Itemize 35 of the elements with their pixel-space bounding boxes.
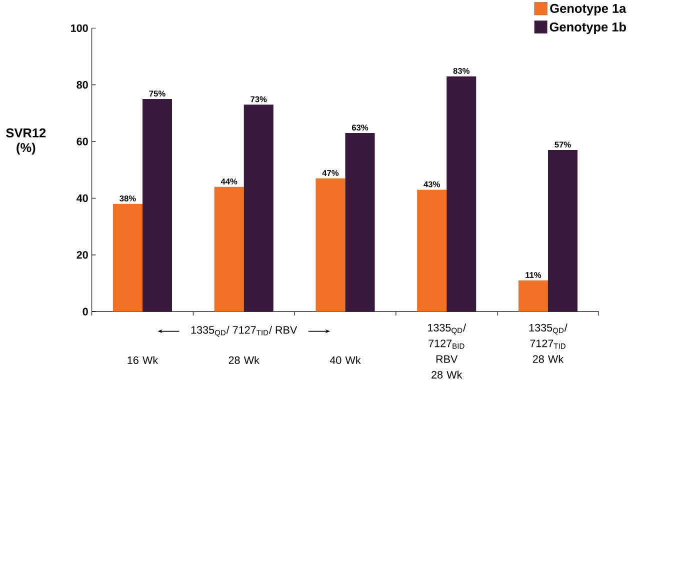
bar <box>345 133 375 312</box>
y-tick-label: 20 <box>76 251 88 259</box>
y-tick-label: 0 <box>82 308 88 316</box>
x-tick-label: 40 Wk <box>330 356 361 364</box>
text: 1335$_{QD}$/ 7127$_{TID}$/ RBV <box>191 326 298 337</box>
bar <box>417 190 447 312</box>
data-label: 38% <box>120 196 136 202</box>
bar <box>446 76 476 312</box>
data-label: 44% <box>220 178 238 185</box>
x-tick-label: 16 Wk <box>128 356 158 364</box>
x-tick-label: 28 Wk <box>228 356 260 364</box>
bar <box>244 104 274 312</box>
data-label: 73% <box>250 96 267 102</box>
data-label: 43% <box>424 181 440 188</box>
bar <box>518 280 548 312</box>
data-label: 75% <box>149 90 166 97</box>
bar <box>142 99 172 312</box>
data-label: 83% <box>453 68 470 74</box>
y-tick-label: 100 <box>71 24 88 32</box>
y-tick-label: 60 <box>76 138 88 146</box>
category-label: 1335$_{QD}$/ 7127$_{BID}$ RBV 28 Wk <box>428 324 466 379</box>
bar <box>214 187 244 312</box>
bar <box>112 204 142 312</box>
category-label: 1335$_{QD}$/ 7127$_{TID}$ 28 Wk <box>529 324 568 364</box>
data-label: 11% <box>526 272 542 278</box>
legend-label: Genotype 1a <box>550 4 626 16</box>
y-axis-title: SVR12 (%) <box>6 128 46 155</box>
legend-label: Genotype 1b <box>550 22 626 34</box>
data-label: 63% <box>352 124 368 131</box>
data-label: 47% <box>322 170 339 176</box>
data-label: 57% <box>554 142 571 148</box>
y-tick-label: 80 <box>76 81 88 89</box>
bar <box>548 150 578 312</box>
bar <box>316 178 346 312</box>
y-tick-label: 40 <box>76 194 88 202</box>
